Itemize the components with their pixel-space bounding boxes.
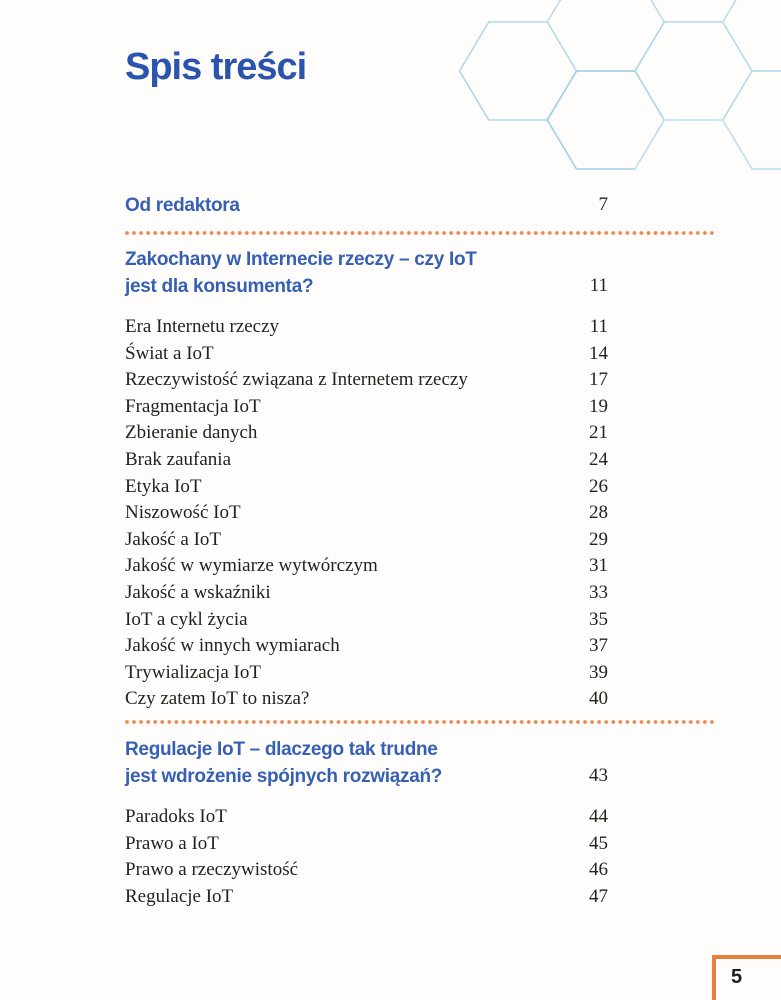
toc-entry-page: 11 xyxy=(589,316,608,337)
toc-entry-page: 33 xyxy=(589,581,608,603)
toc-entry: Zbieranie danych 21 xyxy=(125,420,608,447)
hexagon-pattern xyxy=(458,0,781,170)
toc-entry-page: 14 xyxy=(589,342,608,364)
page-number: 5 xyxy=(731,966,743,988)
toc-entry-label: Prawo a IoT xyxy=(125,832,219,854)
toc-entry-label: Prawo a rzeczywistość xyxy=(125,859,299,881)
toc-entry-page: 46 xyxy=(589,859,608,881)
toc-section-heading: Od redaktora 7 xyxy=(125,192,608,219)
toc-list: Od redaktora 7 Zakochany w Internecie rz… xyxy=(125,192,717,910)
toc-entry-label: Era Internetu rzeczy xyxy=(125,316,280,337)
toc-entry-page: 24 xyxy=(589,448,608,470)
toc-entry: Świat a IoT 14 xyxy=(125,341,608,368)
toc-entry-label: Jakość w innych wymiarach xyxy=(125,635,340,657)
toc-entry: Regulacje IoT 47 xyxy=(125,884,608,911)
toc-section-heading: Regulacje IoT – dlaczego tak trudne jest… xyxy=(125,736,608,790)
toc-entry-page: 26 xyxy=(589,475,608,497)
toc-heading-line: Regulacje IoT – dlaczego tak trudne xyxy=(125,738,438,760)
toc-entry: Etyka IoT 26 xyxy=(125,474,608,501)
toc-entry-page: 28 xyxy=(589,502,608,524)
toc-entry-label: Zbieranie danych xyxy=(125,422,258,444)
toc-entry-page: 19 xyxy=(589,395,608,417)
toc-entry: Rzeczywistość związana z Internetem rzec… xyxy=(125,367,608,394)
toc-entry-page: 47 xyxy=(589,885,608,907)
toc-entry: Jakość a IoT 29 xyxy=(125,527,608,554)
toc-entries: Paradoks IoT 44 Prawo a IoT 45 Prawo a r… xyxy=(125,804,717,910)
page-number-box: 5 xyxy=(712,955,781,1000)
toc-entry-page: 37 xyxy=(589,635,608,657)
toc-entry: Era Internetu rzeczy 11 xyxy=(125,314,608,341)
toc-entry: IoT a cykl życia 35 xyxy=(125,607,608,634)
toc-entry-page: 45 xyxy=(589,832,608,854)
toc-entries: Era Internetu rzeczy 11 Świat a IoT 14 R… xyxy=(125,314,717,713)
toc-entry: Czy zatem IoT to nisza? 40 xyxy=(125,686,608,713)
toc-entry: Jakość w wymiarze wytwórczym 31 xyxy=(125,553,608,580)
toc-entry-label: Regulacje IoT xyxy=(125,885,234,907)
toc-entry-page: 35 xyxy=(589,608,608,630)
toc-entry-page: 31 xyxy=(589,555,608,577)
toc-section: Regulacje IoT – dlaczego tak trudne jest… xyxy=(125,736,717,910)
toc-heading-line: Od redaktora xyxy=(125,195,240,216)
toc-entry-label: Jakość a IoT xyxy=(125,528,222,550)
toc-heading-page: 11 xyxy=(589,275,608,297)
toc-entry-label: Niszowość IoT xyxy=(125,502,241,524)
toc-entry-label: Świat a IoT xyxy=(125,342,214,364)
toc-section: Zakochany w Internecie rzeczy – czy IoT … xyxy=(125,246,717,713)
page-title: Spis treści xyxy=(125,46,307,88)
toc-section-heading: Zakochany w Internecie rzeczy – czy IoT … xyxy=(125,246,608,300)
toc-entry-label: Trywializacja IoT xyxy=(125,661,261,683)
toc-entry: Jakość a wskaźniki 33 xyxy=(125,580,608,607)
dotted-divider xyxy=(125,719,717,724)
toc-heading-page: 43 xyxy=(589,765,608,787)
toc-entry-page: 40 xyxy=(589,688,608,710)
toc-entry-page: 17 xyxy=(589,369,608,391)
toc-entry: Brak zaufania 24 xyxy=(125,447,608,474)
toc-heading-line: jest wdrożenie spójnych rozwiązań? xyxy=(125,765,443,787)
toc-entry-page: 39 xyxy=(589,661,608,683)
toc-entry-label: Paradoks IoT xyxy=(125,805,227,827)
toc-entry: Prawo a rzeczywistość 46 xyxy=(125,857,608,884)
toc-entry-label: Brak zaufania xyxy=(125,448,232,470)
toc-entry-label: Rzeczywistość związana z Internetem rzec… xyxy=(125,369,468,391)
toc-entry-page: 29 xyxy=(589,528,608,550)
toc-entry-label: Jakość a wskaźniki xyxy=(125,581,271,603)
toc-section: Od redaktora 7 xyxy=(125,192,717,219)
toc-entry-label: Czy zatem IoT to nisza? xyxy=(125,688,310,710)
dotted-divider xyxy=(125,231,717,235)
toc-entry: Paradoks IoT 44 xyxy=(125,804,608,831)
toc-entry: Jakość w innych wymiarach 37 xyxy=(125,633,608,660)
toc-entry-label: Etyka IoT xyxy=(125,475,202,497)
toc-entry-label: IoT a cykl życia xyxy=(125,608,248,630)
toc-entry-label: Fragmentacja IoT xyxy=(125,395,261,417)
toc-entry: Trywializacja IoT 39 xyxy=(125,660,608,687)
toc-entry-page: 44 xyxy=(589,805,608,827)
toc-heading-line: Zakochany w Internecie rzeczy – czy IoT xyxy=(125,249,477,270)
toc-entry: Prawo a IoT 45 xyxy=(125,831,608,858)
toc-entry: Niszowość IoT 28 xyxy=(125,500,608,527)
toc-entry-page: 21 xyxy=(589,422,608,444)
toc-heading-page: 7 xyxy=(598,194,609,216)
toc-heading-line: jest dla konsumenta? xyxy=(125,276,314,297)
toc-entry: Fragmentacja IoT 19 xyxy=(125,394,608,421)
toc-entry-label: Jakość w wymiarze wytwórczym xyxy=(125,555,378,577)
